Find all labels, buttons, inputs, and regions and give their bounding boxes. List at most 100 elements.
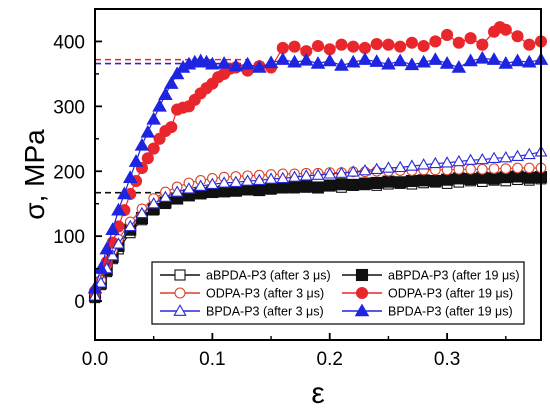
y-tick-label: 100 xyxy=(53,227,85,248)
legend-item-1: aBPDA-P3 (after 19 μs) xyxy=(342,269,520,283)
series-3-point xyxy=(147,142,160,155)
series-5-point xyxy=(392,53,408,67)
legend-item-4: BPDA-P3 (after 3 μs) xyxy=(160,304,324,319)
series-3-point xyxy=(417,39,430,53)
series-1-point xyxy=(441,173,454,186)
series-5-point xyxy=(263,55,279,69)
legend-marker-3 xyxy=(355,286,369,300)
series-4-point xyxy=(229,175,243,187)
series-4-point xyxy=(106,248,120,261)
series-5-point xyxy=(298,52,314,66)
series-5-point xyxy=(510,53,525,67)
series-4-point xyxy=(475,152,489,165)
legend-marker-5 xyxy=(354,303,370,317)
legend-marker-1 xyxy=(355,268,369,282)
series-3-point xyxy=(370,37,383,51)
y-tick-label: 300 xyxy=(53,97,85,118)
series-4-point xyxy=(299,169,313,181)
x-tick-label: 0.3 xyxy=(434,349,460,370)
series-4-point xyxy=(440,156,454,168)
series-4-point xyxy=(217,176,231,188)
series-1-point xyxy=(335,178,348,191)
series-1-point xyxy=(370,176,383,189)
legend-label-1: aBPDA-P3 (after 19 μs) xyxy=(388,269,520,283)
series-5-point xyxy=(216,56,232,69)
series-3-point xyxy=(499,23,512,36)
series-1-point xyxy=(323,179,336,192)
series-4-point xyxy=(358,163,372,176)
legend-item-3: ODPA-P3 (after 19 μs) xyxy=(342,287,513,301)
series-4-point xyxy=(288,170,301,182)
series-3-point xyxy=(141,152,154,165)
series-5-point xyxy=(463,53,478,67)
series-5-point xyxy=(498,56,514,69)
series-4-point xyxy=(158,190,172,202)
series-3-point xyxy=(429,35,442,48)
series-4-point xyxy=(393,160,407,173)
series-3-point xyxy=(382,38,395,51)
series-5-point xyxy=(122,170,138,184)
series-5-point xyxy=(486,52,502,65)
series-5-point xyxy=(475,50,490,64)
series-3-point xyxy=(358,41,371,54)
series-4-point xyxy=(311,168,325,180)
x-tick-label: 0.1 xyxy=(199,349,225,370)
series-1-point xyxy=(464,172,477,186)
series-5-point xyxy=(334,58,349,71)
series-5-point xyxy=(322,53,338,67)
series-2-point xyxy=(500,163,512,175)
series-5-point xyxy=(357,52,373,65)
series-3-point xyxy=(464,32,477,45)
series-5-point xyxy=(275,52,291,65)
series-2-point xyxy=(465,163,476,175)
series-2-point xyxy=(476,163,488,175)
series-5-point xyxy=(152,98,167,112)
series-5-point xyxy=(99,241,115,255)
series-4-point xyxy=(370,162,384,174)
legend-label-5: BPDA-P3 (after 19 μs) xyxy=(388,305,513,319)
series-4-point xyxy=(252,173,266,186)
series-4-point xyxy=(452,154,466,167)
series-5-point xyxy=(146,111,161,125)
series-5-point xyxy=(404,57,420,71)
legend-item-0: aBPDA-P3 (after 3 μs) xyxy=(160,269,331,283)
series-1-point xyxy=(347,178,360,191)
series-5-point xyxy=(205,56,220,70)
series-5-point xyxy=(310,56,326,69)
series-3-point xyxy=(523,38,536,51)
series-1-point xyxy=(265,182,278,195)
series-4-point xyxy=(276,171,290,184)
series-4-point xyxy=(381,161,395,173)
series-5-point xyxy=(369,54,384,67)
series-5-point xyxy=(140,124,156,138)
series-1-point xyxy=(358,177,371,190)
series-4-point xyxy=(205,177,219,189)
series-3-point xyxy=(311,39,325,53)
series-4-point xyxy=(123,219,137,232)
legend: aBPDA-P3 (after 3 μs) aBPDA-P3 (after 19 … xyxy=(151,261,525,325)
series-1-point xyxy=(300,180,313,193)
series-4-point xyxy=(417,158,431,170)
series-4-point xyxy=(335,166,348,178)
series-3-point xyxy=(394,40,407,53)
series-4-point xyxy=(241,174,255,186)
y-tick-label: 400 xyxy=(53,32,85,53)
series-2-point xyxy=(488,163,500,175)
legend-item-5: BPDA-P3 (after 19 μs) xyxy=(342,303,513,319)
series-5-point xyxy=(428,52,443,65)
series-1-point xyxy=(382,175,395,188)
series-3-point xyxy=(165,121,178,134)
legend-marker-0 xyxy=(174,269,186,281)
y-tick-label: 0 xyxy=(74,292,85,313)
series-5-point xyxy=(105,222,120,235)
legend-label-0: aBPDA-P3 (after 3 μs) xyxy=(206,269,331,283)
series-4-point xyxy=(323,167,337,179)
series-4-point xyxy=(405,159,419,171)
y-axis-title: σ, MPa xyxy=(19,129,50,220)
plot-frame xyxy=(94,8,542,341)
series-5-point xyxy=(169,66,185,80)
series-1-point xyxy=(523,171,536,184)
series-5-point xyxy=(117,186,132,200)
series-5-point xyxy=(93,261,109,274)
series-5-point xyxy=(134,137,150,151)
